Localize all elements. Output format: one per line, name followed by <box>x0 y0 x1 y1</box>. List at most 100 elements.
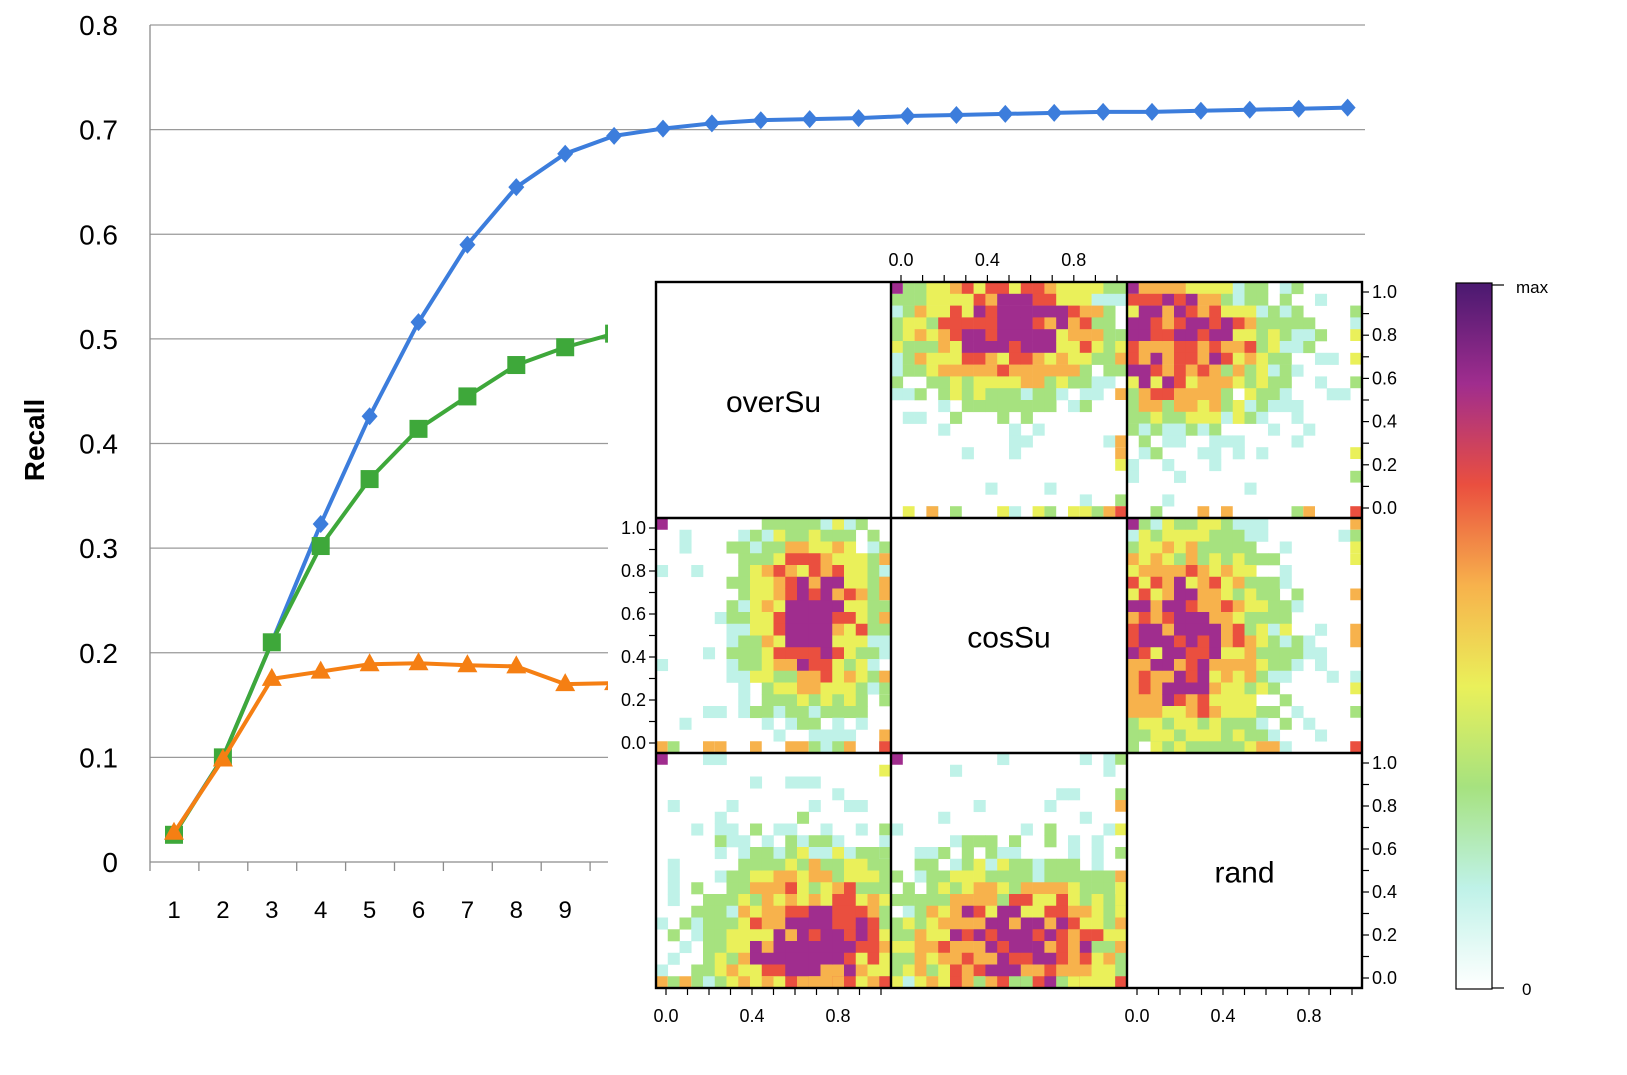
heatmap-cell <box>761 623 774 636</box>
heatmap-cell <box>879 553 891 565</box>
heatmap-cell <box>1044 952 1057 965</box>
heatmap-cell <box>1079 317 1092 330</box>
heatmap-cell <box>1174 729 1187 742</box>
heatmap-cell <box>1068 882 1081 895</box>
heatmap-cell <box>1032 870 1045 883</box>
heatmap-cell <box>1303 635 1316 648</box>
heatmap-cell <box>1150 293 1163 306</box>
heatmap-cell <box>797 565 810 578</box>
heatmap-cell <box>1103 952 1116 965</box>
heatmap-cell <box>1150 506 1163 518</box>
heatmap-cell <box>1150 682 1163 695</box>
heatmap-cell <box>1009 894 1022 907</box>
heatmap-cell <box>1279 694 1292 707</box>
heatmap-cell <box>1079 364 1092 377</box>
heatmap-cell <box>1221 506 1233 518</box>
heatmap-cell <box>926 858 939 871</box>
heatmap-cell <box>997 976 1010 989</box>
heatmap-cell <box>855 588 868 601</box>
heatmap-cell <box>1268 612 1281 625</box>
heatmap-cell <box>703 941 716 954</box>
heatmap-cell <box>1185 588 1198 601</box>
heatmap-cell <box>1209 565 1222 578</box>
heatmap-cell <box>961 400 974 413</box>
heatmap-cell <box>1044 976 1057 989</box>
heatmap-cell <box>867 964 880 977</box>
heatmap-cell <box>1221 341 1234 354</box>
heatmap-cell <box>1150 741 1163 753</box>
heatmap-cell <box>1268 600 1281 613</box>
heatmap-cell <box>832 952 845 965</box>
heatmap-cell <box>1350 329 1362 341</box>
heatmap-cell <box>785 835 798 848</box>
heatmap-cell <box>1032 858 1045 871</box>
heatmap-cell <box>797 576 810 589</box>
heatmap-cell <box>1291 329 1304 342</box>
heatmap-cell <box>1127 635 1140 648</box>
heatmap-cell <box>1150 670 1163 683</box>
variable-label: cosSu <box>967 622 1050 655</box>
heatmap-cell <box>1079 305 1092 318</box>
heatmap-cell <box>1044 317 1057 330</box>
heatmap-cell <box>938 976 951 989</box>
heatmap-cell <box>1244 317 1257 330</box>
heatmap-cell <box>656 917 669 930</box>
heatmap-cell <box>879 905 892 918</box>
heatmap-cell <box>1185 694 1198 707</box>
heatmap-cell <box>1044 858 1057 871</box>
heatmap-cell <box>1044 917 1057 930</box>
heatmap-panel-0-1 <box>891 282 1128 519</box>
heatmap-cell <box>1162 541 1175 554</box>
heatmap-cell <box>1032 905 1045 918</box>
heatmap-cell <box>1115 753 1127 765</box>
heatmap-cell <box>985 952 998 965</box>
heatmap-cell <box>1197 541 1210 554</box>
heatmap-cell <box>1115 388 1127 400</box>
heatmap-cell <box>1150 518 1163 531</box>
heatmap-cell <box>1138 447 1151 460</box>
data-point <box>899 107 916 126</box>
heatmap-cell <box>1162 565 1175 578</box>
heatmap-cell <box>961 858 974 871</box>
heatmap-cell <box>879 565 892 578</box>
heatmap-cell <box>1079 929 1092 942</box>
heatmap-cell <box>950 941 963 954</box>
heatmap-cell <box>808 917 821 930</box>
heatmap-cell <box>973 941 986 954</box>
heatmap-cell <box>1079 894 1092 907</box>
heatmap-cell <box>750 941 763 954</box>
heatmap-cell <box>926 894 939 907</box>
heatmap-cell <box>797 717 810 730</box>
heatmap-cell <box>1044 800 1057 813</box>
heatmap-cell <box>1091 941 1104 954</box>
heatmap-cell <box>808 659 821 672</box>
heatmap-cell <box>855 576 868 589</box>
heatmap-cell <box>1127 541 1140 554</box>
heatmap-cell <box>938 811 951 824</box>
heatmap-cell <box>1209 341 1222 354</box>
heatmap-cell <box>1115 459 1127 471</box>
heatmap-cell <box>1197 553 1210 566</box>
heatmap-cell <box>738 576 751 589</box>
heatmap-cell <box>1221 352 1234 365</box>
heatmap-cell <box>738 964 751 977</box>
heatmap-cell <box>1020 352 1033 365</box>
heatmap-cell <box>1232 352 1245 365</box>
heatmap-cell <box>738 529 751 542</box>
heatmap-cell <box>844 941 857 954</box>
heatmap-cell <box>938 317 951 330</box>
heatmap-cell <box>832 835 845 848</box>
heatmap-cell <box>926 882 939 895</box>
heatmap-cell <box>1044 282 1057 295</box>
heatmap-cell <box>703 976 716 989</box>
heatmap-cell <box>1256 717 1269 730</box>
heatmap-cell <box>1056 894 1069 907</box>
heatmap-cell <box>914 341 927 354</box>
heatmap-cell <box>785 600 798 613</box>
axis-tick-label: 0.0 <box>1372 498 1397 518</box>
heatmap-cell <box>808 541 821 554</box>
heatmap-cell <box>914 364 927 377</box>
heatmap-cell <box>1350 352 1362 365</box>
heatmap-cell <box>1279 341 1292 354</box>
